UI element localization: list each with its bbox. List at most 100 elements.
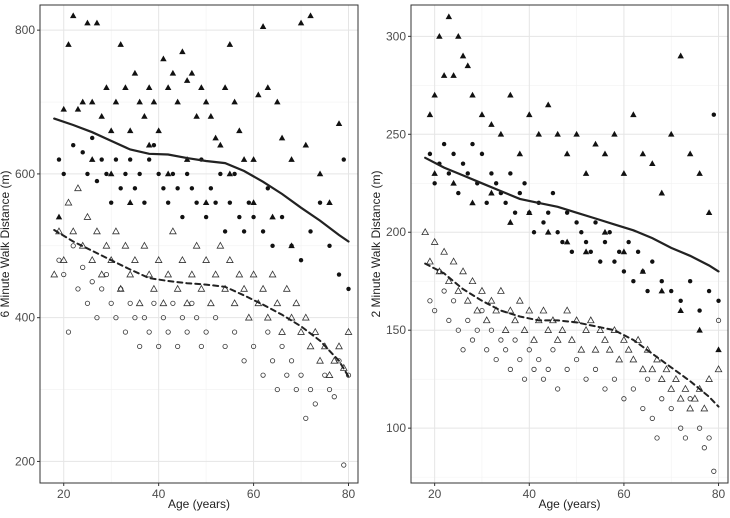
data-point — [293, 386, 299, 393]
data-point — [682, 435, 689, 441]
solid-smooth-line — [53, 117, 350, 243]
data-point — [260, 229, 266, 234]
data-point — [112, 227, 120, 235]
data-point — [107, 127, 115, 134]
data-point — [517, 190, 523, 196]
panel-border — [39, 4, 359, 484]
data-point — [512, 337, 518, 343]
data-point — [455, 32, 462, 39]
data-point — [432, 181, 437, 186]
data-point — [601, 150, 609, 157]
data-point — [705, 209, 713, 216]
data-point — [279, 214, 285, 220]
data-point — [269, 213, 276, 220]
data-point — [583, 376, 589, 382]
data-point — [522, 181, 527, 186]
data-point — [507, 366, 513, 372]
y-tick-label: 600 — [15, 167, 35, 181]
data-point — [170, 171, 176, 177]
x-tick-label: 60 — [247, 487, 261, 501]
data-point — [697, 308, 702, 313]
data-point — [132, 315, 138, 321]
data-point — [706, 288, 712, 294]
data-point — [569, 249, 575, 255]
data-point — [546, 210, 551, 215]
data-point — [146, 157, 152, 162]
data-point — [179, 315, 185, 321]
series-filled-triangle — [55, 12, 343, 249]
data-point — [687, 396, 693, 402]
data-point — [117, 41, 124, 47]
data-point — [451, 151, 456, 157]
data-point — [445, 13, 453, 20]
data-point — [515, 296, 524, 304]
data-point — [93, 227, 101, 235]
data-point — [297, 19, 305, 26]
data-point — [454, 286, 463, 294]
data-point — [102, 241, 111, 249]
data-point — [716, 298, 721, 304]
data-point — [484, 200, 489, 206]
data-point — [465, 317, 471, 324]
data-point — [331, 394, 337, 400]
y-tick-label: 200 — [15, 454, 35, 468]
data-point — [103, 84, 110, 91]
data-point — [489, 171, 494, 176]
data-point — [170, 300, 176, 306]
data-point — [301, 313, 310, 321]
data-point — [99, 286, 105, 292]
data-point — [455, 327, 461, 333]
data-point — [644, 376, 651, 382]
data-point — [235, 270, 244, 278]
data-point — [241, 358, 247, 364]
data-point — [672, 374, 680, 382]
data-point — [621, 396, 627, 402]
data-point — [244, 313, 253, 321]
data-point — [678, 298, 683, 304]
data-point — [149, 284, 158, 292]
data-point — [526, 111, 533, 118]
data-point — [202, 255, 211, 263]
x-tick-label: 20 — [428, 487, 442, 501]
data-point — [588, 249, 593, 255]
x-tick-label: 60 — [617, 487, 631, 501]
data-point — [232, 171, 237, 177]
data-point — [164, 270, 173, 278]
data-point — [270, 243, 275, 248]
data-point — [601, 335, 609, 343]
data-point — [311, 327, 320, 335]
data-point — [525, 306, 534, 314]
data-point — [503, 200, 508, 206]
data-point — [626, 239, 631, 245]
data-point — [669, 288, 674, 294]
data-point — [288, 358, 295, 364]
data-point — [79, 98, 86, 105]
data-point — [88, 255, 97, 263]
data-point — [469, 199, 476, 206]
data-point — [65, 329, 72, 335]
chart-panel-1: 20 40 60 80 200 400 600 800 Age (years) 6 Minute … — [0, 4, 359, 511]
data-point — [179, 48, 186, 55]
data-point — [226, 41, 234, 47]
data-point — [308, 229, 313, 234]
data-point — [488, 189, 495, 196]
y-tick-label: 400 — [15, 311, 35, 325]
data-point — [126, 199, 134, 206]
data-point — [446, 171, 452, 176]
data-point — [118, 186, 123, 191]
data-point — [341, 462, 347, 468]
data-point — [714, 365, 723, 373]
data-point — [715, 346, 722, 353]
data-point — [104, 171, 109, 177]
data-point — [282, 284, 291, 292]
data-point — [544, 101, 552, 108]
data-point — [554, 130, 561, 137]
series-open-circle — [427, 268, 722, 474]
data-point — [156, 343, 162, 350]
data-point — [582, 170, 590, 176]
data-point — [317, 200, 323, 205]
data-point — [479, 308, 485, 314]
data-point — [213, 200, 218, 205]
data-point — [126, 270, 135, 278]
x-tick-label: 40 — [152, 487, 166, 501]
